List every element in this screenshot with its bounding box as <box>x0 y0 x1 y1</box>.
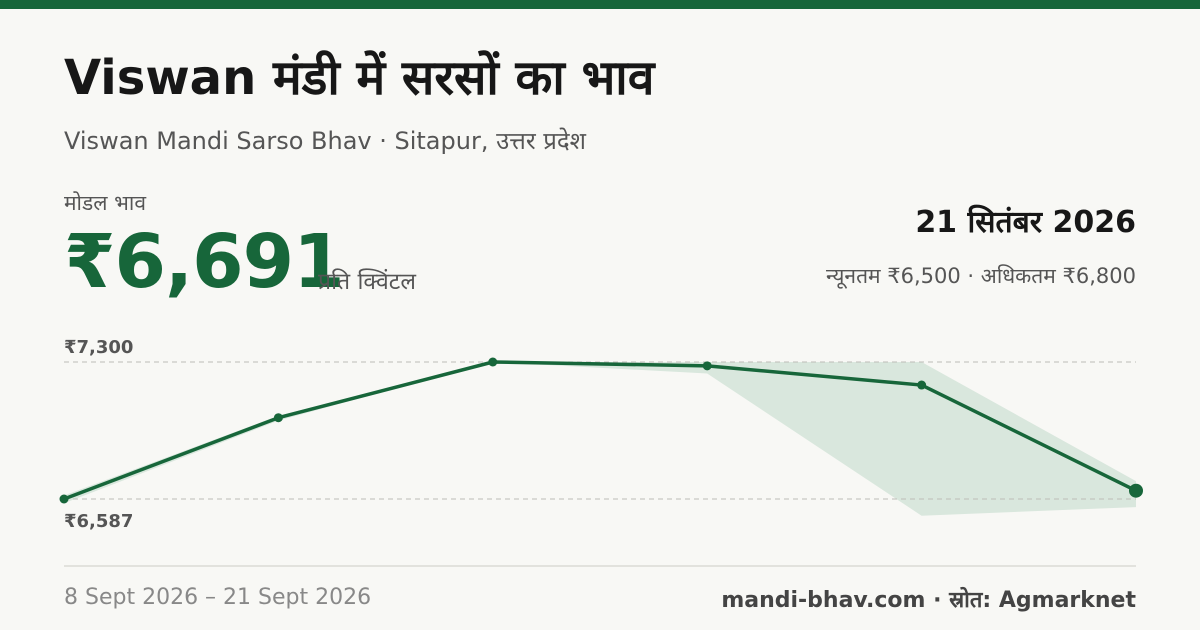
data-point <box>1129 483 1143 498</box>
data-point <box>702 361 712 371</box>
data-point <box>59 494 69 504</box>
top-accent-bar <box>0 0 1200 9</box>
y-tick-label-bottom: ₹6,587 <box>64 511 133 532</box>
y-tick-label-top: ₹7,300 <box>64 337 133 358</box>
data-points <box>59 357 1143 504</box>
min-max-band <box>64 362 1136 516</box>
modal-price-line <box>63 360 1137 501</box>
data-point <box>273 413 283 423</box>
price-unit: प्रति क्विंटल <box>318 269 416 295</box>
page-subtitle: Viswan Mandi Sarso Bhav · Sitapur, उत्तर… <box>64 127 586 155</box>
data-point <box>917 380 927 390</box>
footer-divider <box>64 565 1136 567</box>
page-title: Viswan मंडी में सरसों का भाव <box>64 50 655 106</box>
source-credit: mandi-bhav.com · स्रोत: Agmarknet <box>721 588 1136 613</box>
min-max-price: न्यूनतम ₹6,500 · अधिकतम ₹6,800 <box>826 264 1136 288</box>
date-range: 8 Sept 2026 – 21 Sept 2026 <box>64 585 372 610</box>
price-date: 21 सितंबर 2026 <box>915 205 1136 240</box>
data-point <box>488 357 498 367</box>
modal-price-value: ₹6,691 <box>64 219 345 305</box>
modal-price-label: मोडल भाव <box>64 191 147 215</box>
price-trend-chart: ₹7,300 ₹6,587 <box>59 337 1143 532</box>
